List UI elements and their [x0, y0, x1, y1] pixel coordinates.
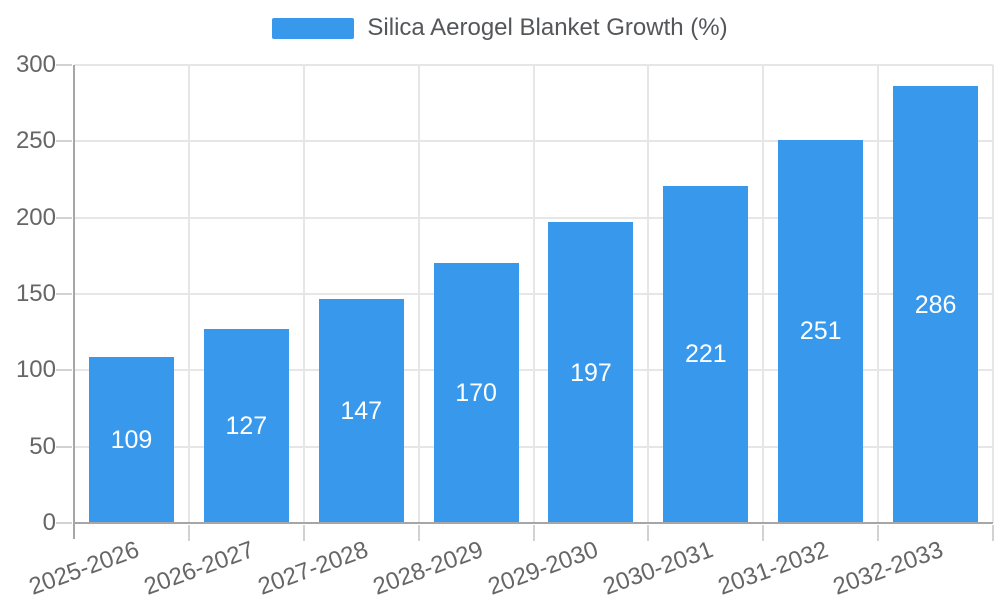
- x-gridline: [762, 65, 765, 523]
- x-tick-mark: [647, 525, 650, 541]
- legend-swatch: [272, 17, 355, 39]
- x-gridline: [877, 65, 880, 523]
- y-axis-tick-label: 250: [15, 127, 56, 155]
- bar-value-label: 251: [799, 317, 842, 346]
- x-gridline: [647, 65, 650, 523]
- y-tick-mark: [56, 293, 72, 295]
- bar-value-label: 147: [340, 396, 383, 425]
- x-tick-mark: [532, 525, 535, 541]
- y-tick-mark: [56, 64, 72, 66]
- x-gridline: [187, 65, 190, 523]
- x-axis-category-label: 2032-2033: [829, 536, 947, 600]
- x-axis-category-label: 2030-2031: [599, 536, 717, 600]
- y-axis-tick-label: 0: [42, 509, 56, 536]
- x-axis-category-label: 2025-2026: [25, 536, 143, 600]
- x-axis-category-label: 2027-2028: [254, 536, 373, 600]
- y-tick-mark: [56, 522, 72, 524]
- bar[interactable]: 127: [203, 329, 289, 523]
- plot-area: 109 127 147 170 197 221 251 286: [56, 64, 994, 541]
- y-axis-tick-label: 300: [15, 51, 56, 78]
- bar[interactable]: 170: [433, 263, 519, 523]
- bar-value-label: 109: [110, 425, 153, 454]
- x-tick-mark: [992, 525, 994, 541]
- y-tick-mark: [56, 140, 72, 143]
- x-gridline: [992, 65, 994, 523]
- bar-value-label: 127: [225, 412, 268, 441]
- x-tick-mark: [302, 525, 305, 541]
- bar-value-label: 170: [455, 379, 497, 408]
- x-tick-mark: [187, 525, 190, 541]
- legend-label: Silica Aerogel Blanket Growth (%): [367, 14, 728, 41]
- bar[interactable]: 197: [548, 222, 634, 523]
- y-axis-tick-label: 50: [29, 432, 56, 460]
- bar-value-label: 221: [684, 340, 727, 369]
- x-tick-mark: [877, 525, 880, 541]
- x-axis-category-label: 2026-2027: [140, 536, 258, 600]
- x-axis-category-label: 2031-2032: [714, 536, 832, 600]
- y-axis-tick-label: 100: [15, 356, 56, 384]
- bar-value-label: 197: [570, 358, 612, 387]
- y-axis-line: [73, 65, 75, 539]
- x-gridline: [302, 65, 305, 523]
- x-tick-mark: [762, 525, 765, 541]
- bar-value-label: 286: [914, 290, 957, 319]
- y-tick-mark: [56, 445, 72, 448]
- x-axis-line: [73, 522, 993, 524]
- bar[interactable]: 221: [663, 185, 749, 523]
- x-axis-category-label: 2029-2030: [484, 536, 602, 600]
- bar[interactable]: 251: [778, 139, 864, 523]
- x-tick-mark: [417, 525, 420, 541]
- x-gridline: [417, 65, 420, 523]
- bar[interactable]: 286: [893, 86, 979, 523]
- y-axis-tick-label: 200: [15, 203, 56, 231]
- y-tick-mark: [56, 369, 72, 372]
- bar[interactable]: 109: [88, 356, 174, 523]
- chart-legend[interactable]: Silica Aerogel Blanket Growth (%): [0, 14, 1000, 42]
- bar[interactable]: 147: [318, 298, 404, 523]
- x-axis-category-label: 2028-2029: [369, 536, 487, 600]
- y-tick-mark: [56, 216, 72, 219]
- x-gridline: [532, 65, 535, 523]
- y-axis-tick-label: 150: [15, 280, 56, 307]
